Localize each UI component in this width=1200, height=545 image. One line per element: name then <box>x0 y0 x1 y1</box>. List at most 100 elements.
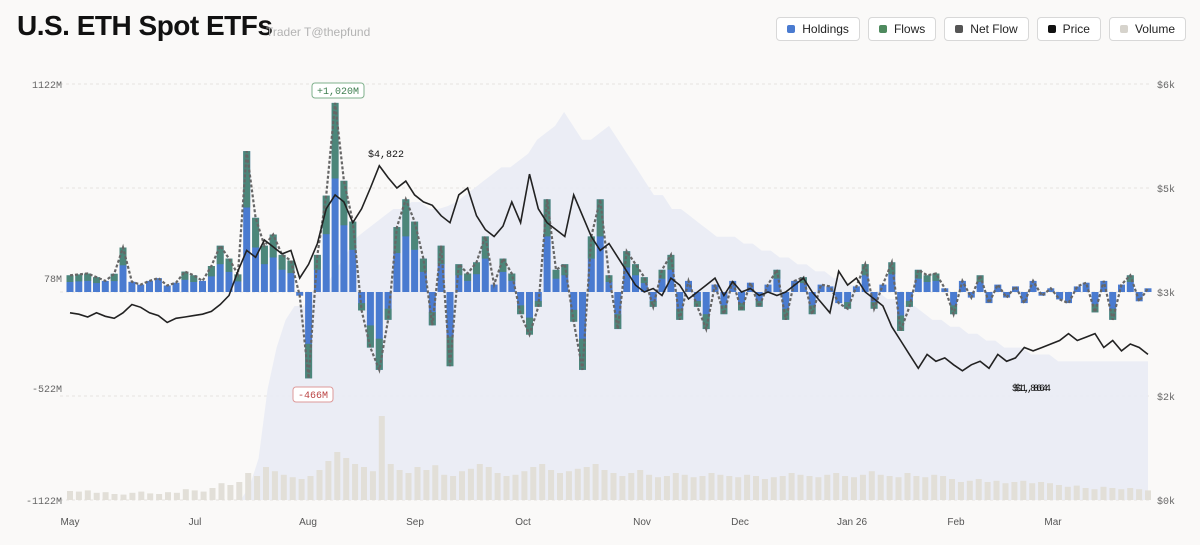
volume-bar <box>521 471 528 500</box>
volume-bar <box>165 492 171 500</box>
volume-bar <box>182 489 189 500</box>
right-tick-label: $2k <box>1157 392 1175 404</box>
flow-bar <box>826 286 834 292</box>
volume-bar <box>387 464 394 500</box>
flow-bar <box>234 274 242 292</box>
volume-bar <box>922 477 929 500</box>
volume-bar <box>280 474 287 500</box>
flow-bar-segment <box>517 305 525 315</box>
volume-bar <box>1082 488 1089 500</box>
volume-bar <box>797 474 804 500</box>
volume-bar <box>949 479 955 500</box>
x-tick-label: Mar <box>1044 517 1062 528</box>
flow-bar-segment <box>543 199 551 237</box>
flow-bar-segment <box>596 199 604 237</box>
flow-bar <box>455 264 463 292</box>
volume-bar <box>753 476 759 500</box>
flow-bar-segment <box>914 269 922 279</box>
flow-bar <box>225 258 233 292</box>
legend-netflow-button[interactable]: Net Flow <box>944 17 1029 41</box>
volume-bar <box>245 473 252 500</box>
flow-bar <box>1082 282 1090 292</box>
volume-bar <box>396 470 403 500</box>
volume-bar <box>254 476 261 500</box>
volume-bar <box>494 473 501 500</box>
flow-bar <box>322 195 330 292</box>
volume-bar <box>565 471 572 500</box>
volume-bar <box>147 493 154 500</box>
legend-flows-button[interactable]: Flows <box>867 17 937 41</box>
volume-bar <box>67 491 73 500</box>
flow-bar-segment <box>75 274 83 282</box>
flow-bar <box>1100 280 1108 292</box>
volume-bar <box>1020 480 1027 500</box>
flow-bar <box>163 285 171 292</box>
legend-label: Holdings <box>802 22 849 36</box>
volume-bar <box>877 474 884 500</box>
flow-bar <box>685 280 692 292</box>
volume-bar <box>646 474 653 500</box>
volume-bar <box>307 476 314 500</box>
flow-bar-segment <box>322 195 330 235</box>
flow-bar <box>720 292 728 315</box>
flow-bar <box>579 292 586 370</box>
flow-bar <box>950 292 958 315</box>
flow-bar <box>199 280 206 292</box>
flow-bar <box>419 258 427 292</box>
legend-volume-button[interactable]: Volume <box>1108 17 1186 41</box>
volume-bar <box>904 473 911 500</box>
flow-bar <box>1047 288 1055 292</box>
flow-bar-segment <box>552 269 560 279</box>
volume-bar <box>770 477 777 500</box>
flow-bar-segment <box>349 221 357 250</box>
left-tick-label: -1122M <box>26 497 62 508</box>
flow-bar <box>216 245 224 292</box>
volume-bar <box>868 471 875 500</box>
flow-bar <box>93 277 100 292</box>
volume-bar <box>227 485 234 500</box>
flow-bar <box>773 269 781 292</box>
flow-bar-segment <box>473 262 480 275</box>
left-tick-label: 78M <box>44 275 62 286</box>
flow-bar <box>844 292 852 309</box>
flow-bar <box>101 280 109 292</box>
volume-bar <box>530 467 537 500</box>
volume-bar <box>1038 482 1045 500</box>
flow-bar <box>1109 292 1117 320</box>
min-price-label: $1,864 <box>1012 383 1048 395</box>
flow-bar-segment <box>561 264 569 276</box>
volume-bar <box>940 476 947 500</box>
volume-bar <box>779 476 786 500</box>
right-tick-label: $5k <box>1157 184 1175 196</box>
volume-bar <box>993 480 1000 500</box>
flow-bar <box>260 245 268 292</box>
flow-bar <box>879 284 887 292</box>
volume-bar <box>191 490 198 500</box>
flow-bar <box>596 199 604 292</box>
volume-bar <box>975 479 982 500</box>
flow-bar <box>755 292 763 307</box>
volume-bar <box>744 474 751 500</box>
volume-bar <box>806 476 813 500</box>
volume-bar <box>1047 483 1053 500</box>
flow-bar <box>1065 292 1072 304</box>
price-swatch-icon <box>1047 25 1056 33</box>
flow-bar <box>110 273 118 292</box>
volume-bar <box>200 491 207 500</box>
flow-bar <box>808 292 816 315</box>
flow-bar-segment <box>375 338 383 370</box>
volume-bar <box>405 473 412 500</box>
volume-bar <box>672 473 679 500</box>
x-tick-label: Nov <box>633 517 651 528</box>
legend-holdings-button[interactable]: Holdings <box>776 17 860 41</box>
flow-bar <box>287 260 295 292</box>
legend-price-button[interactable]: Price <box>1036 17 1101 41</box>
flow-bar <box>852 286 860 292</box>
flow-bar-segment <box>384 308 392 320</box>
flow-bar <box>313 254 321 292</box>
flow-bar <box>702 292 710 330</box>
volume-bar <box>1002 483 1009 500</box>
volume-bar <box>352 464 359 500</box>
flow-bar-segment <box>1109 308 1117 320</box>
